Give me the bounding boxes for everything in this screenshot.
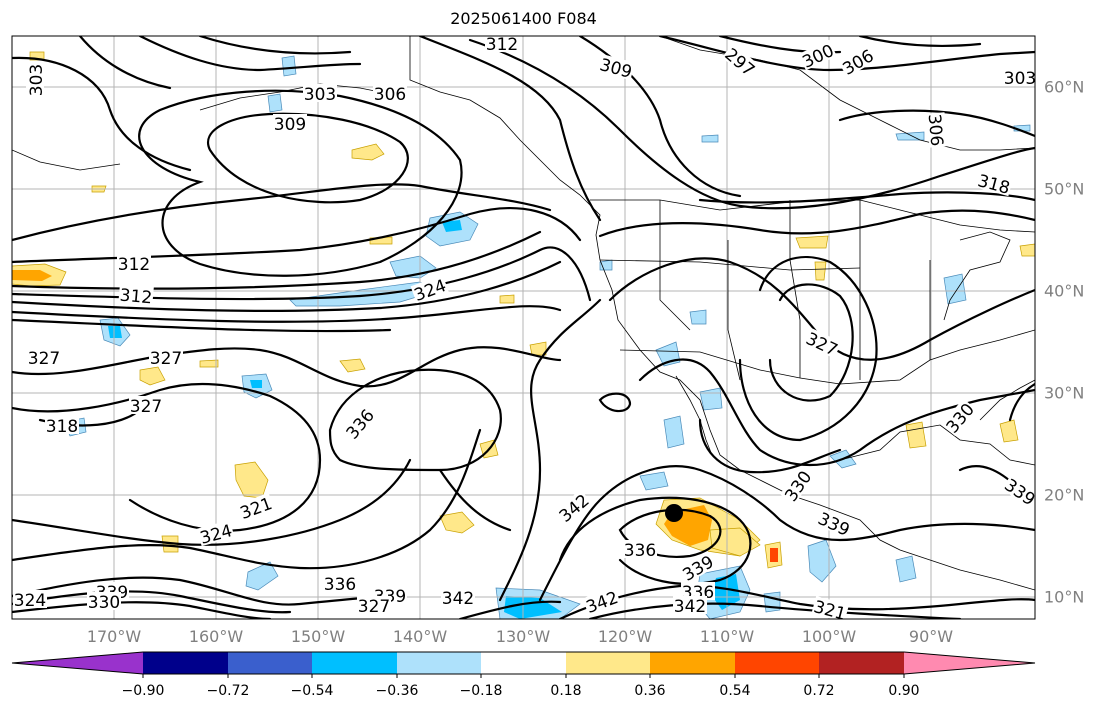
contour-label-bg — [554, 489, 593, 526]
lon-label: 140°W — [392, 627, 448, 646]
colorbar-tick-label: −0.18 — [459, 683, 503, 699]
colorbar-tick-label: 0.90 — [888, 683, 920, 699]
contour-label-bg — [582, 586, 621, 616]
contour-label-bg — [780, 466, 815, 505]
contour-label: 303 — [27, 64, 47, 96]
contour-label-bg — [341, 404, 378, 443]
contour-label: 342 — [674, 597, 706, 617]
colorbar-tick-label: −0.90 — [121, 683, 165, 699]
contour-label-bg — [485, 36, 519, 52]
contour-label-bg — [678, 550, 717, 584]
contour-label-bg — [129, 396, 163, 414]
contour-label-bg — [410, 274, 449, 304]
contour-label: 336 — [324, 575, 356, 595]
contour-label-bg — [26, 63, 44, 97]
contour-label: 312 — [118, 255, 150, 275]
contour-label-bg — [926, 112, 948, 148]
colorbar-tick-label: −0.72 — [206, 683, 250, 699]
contour-labels: 3123093032973003063033093063033063183123… — [13, 35, 1036, 625]
colorbar-tick-label: 0.54 — [719, 683, 751, 699]
contour-label-bg — [1003, 68, 1035, 86]
contour-label-bg — [87, 592, 121, 610]
colorbar-tick-label: −0.54 — [290, 683, 334, 699]
storm-marker — [665, 504, 683, 522]
contour-label: 327 — [150, 349, 182, 369]
contour-label-bg — [357, 596, 391, 614]
contour-label: 309 — [274, 115, 306, 135]
contour-label-bg — [323, 574, 357, 592]
contour-label: 306 — [374, 85, 406, 105]
contour-label-bg — [117, 254, 151, 272]
contour-label-bg — [373, 84, 407, 102]
lon-label: 160°W — [188, 627, 244, 646]
lon-label: 90°W — [908, 627, 954, 646]
colorbar-tick-label: −0.36 — [375, 683, 419, 699]
contour-label-bg — [441, 588, 475, 606]
contour-label-bg — [149, 348, 183, 366]
contour-label-bg — [803, 327, 842, 359]
contour-label-bg — [721, 43, 760, 80]
contour-label: 327 — [358, 597, 390, 617]
lat-label: 40°N — [1044, 281, 1085, 301]
colorbar-tick-label: 0.18 — [550, 683, 582, 699]
map-title: 2025061400 F084 — [450, 9, 597, 28]
lon-label: 130°W — [495, 627, 551, 646]
contour-label: 303 — [304, 85, 336, 105]
contour-label-bg — [303, 84, 337, 102]
contour-label: 303 — [1004, 69, 1036, 89]
contour-label-bg — [673, 596, 707, 614]
contour-label: 324 — [14, 591, 46, 611]
contour-label: 312 — [119, 286, 153, 309]
coastlines — [12, 36, 1035, 591]
contour-label-bg — [45, 416, 79, 434]
lon-label: 100°W — [801, 627, 857, 646]
colorbar-tick-label: 0.72 — [803, 683, 835, 699]
contour-label-bg — [681, 582, 715, 600]
contour-label-bg — [838, 44, 877, 78]
contour-label-bg — [623, 540, 657, 558]
contour-label-bg — [941, 398, 978, 437]
contour-label: 306 — [924, 113, 947, 147]
colorbar-tick-label: 0.36 — [634, 683, 666, 699]
contour-label: 321 — [811, 597, 848, 625]
contour-label: 327 — [28, 349, 60, 369]
lat-label: 50°N — [1044, 179, 1085, 199]
contour-label-bg — [196, 519, 235, 547]
contour-label-bg — [597, 53, 636, 81]
contour-label-bg — [975, 169, 1014, 197]
lon-label: 110°W — [699, 627, 755, 646]
contour-label: 327 — [130, 397, 162, 417]
lat-label: 30°N — [1044, 383, 1085, 403]
contour-label-bg — [815, 507, 854, 539]
lat-label: 60°N — [1044, 77, 1085, 97]
contour-label-bg — [13, 590, 47, 608]
lon-label: 150°W — [290, 627, 346, 646]
contour-label: 342 — [442, 589, 474, 609]
contour-label-bg — [118, 284, 154, 306]
contour-label-bg — [27, 348, 61, 366]
contour-label-bg — [236, 492, 275, 522]
contour-label-bg — [811, 595, 850, 619]
contour-label-bg — [1001, 474, 1035, 509]
contour-label: 330 — [88, 593, 120, 613]
contour-label-bg — [798, 39, 837, 71]
lat-label: 20°N — [1044, 485, 1085, 505]
contour-label: 312 — [486, 35, 518, 55]
lon-label: 170°W — [86, 627, 142, 646]
contour-label: 336 — [624, 541, 656, 561]
lat-label: 10°N — [1044, 587, 1085, 607]
lon-label: 120°W — [597, 627, 653, 646]
contour-label-bg — [273, 114, 307, 132]
contour-label: 318 — [46, 417, 78, 437]
